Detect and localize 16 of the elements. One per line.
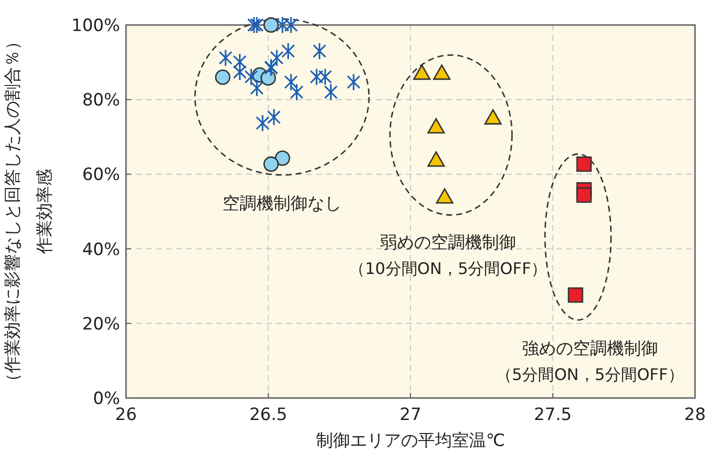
annotation: （10分間ON，5分間OFF） bbox=[348, 259, 548, 278]
y-tick-label: 40% bbox=[82, 240, 120, 260]
x-tick-label: 27 bbox=[400, 405, 422, 425]
y-axis-title: 作業効率感（作業効率に影響なしと回答した人の割合％） bbox=[3, 33, 55, 390]
annotation: 強めの空調機制御 bbox=[522, 339, 658, 359]
annotation: 空調機制御なし bbox=[222, 194, 342, 214]
y-tick-label: 100% bbox=[71, 16, 120, 36]
y-tick-label: 60% bbox=[82, 165, 120, 186]
x-tick-label: 27.5 bbox=[534, 405, 572, 425]
y-tick-label: 20% bbox=[82, 314, 120, 334]
x-axis-title: 制御エリアの平均室温℃ bbox=[316, 431, 506, 451]
x-tick-label: 26.5 bbox=[249, 405, 288, 425]
y-tick-label: 80% bbox=[82, 90, 120, 111]
x-tick-label: 28 bbox=[684, 405, 706, 425]
annotation: 弱めの空調機制御 bbox=[380, 233, 516, 253]
annotation: （5分間ON，5分間OFF） bbox=[496, 365, 684, 384]
